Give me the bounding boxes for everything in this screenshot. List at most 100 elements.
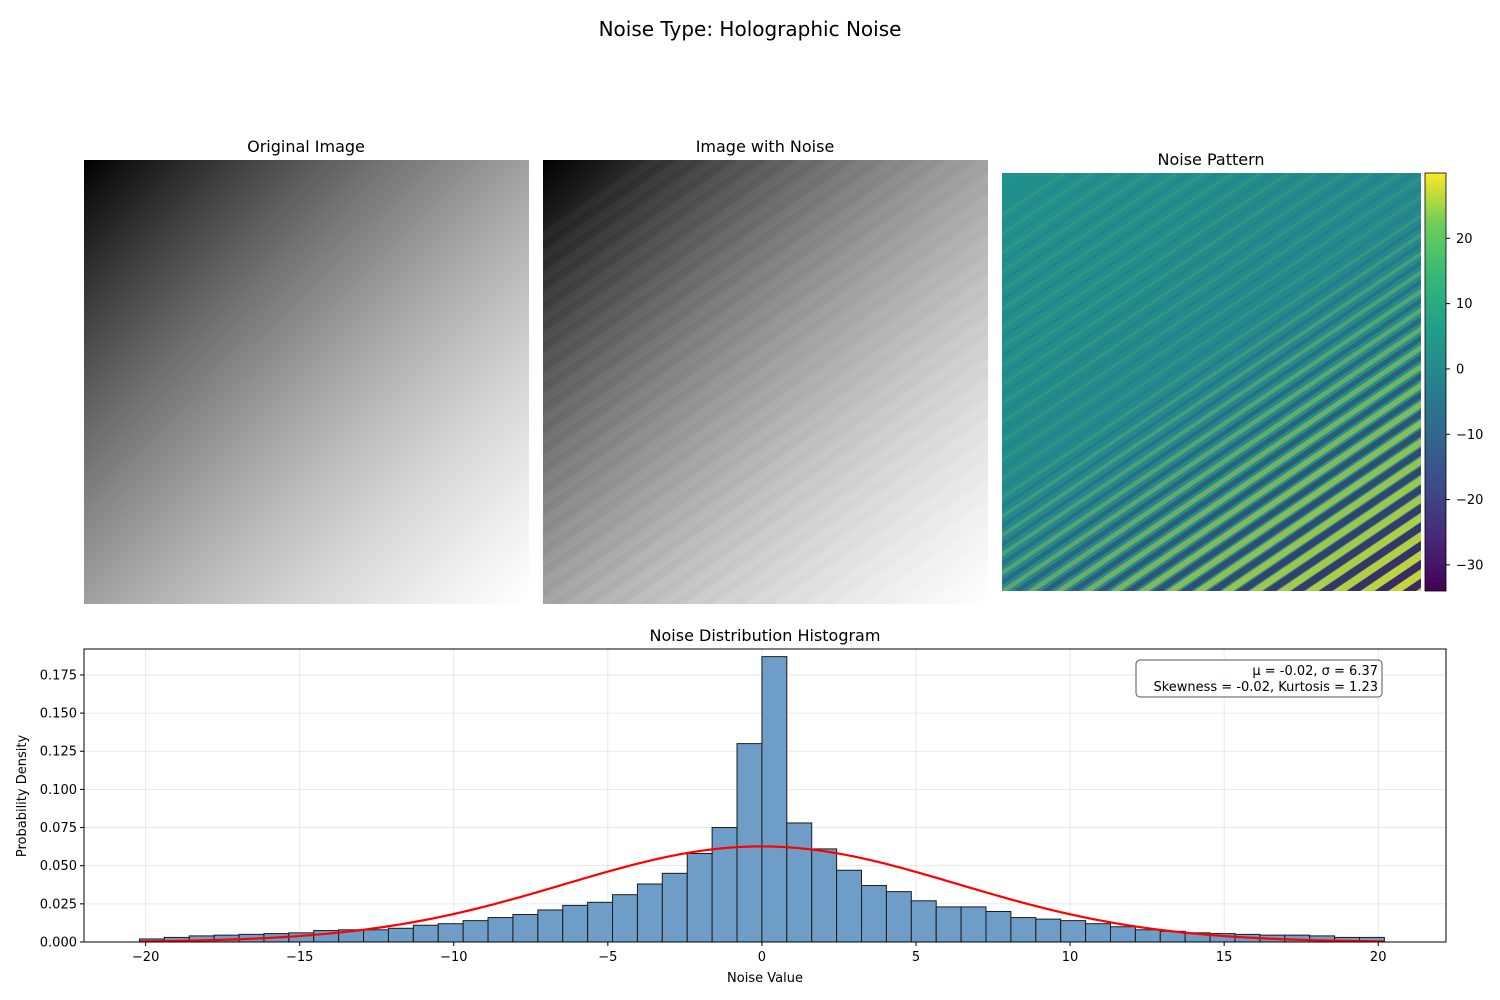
histogram-bar [587, 901, 614, 943]
histogram-bar [1109, 926, 1136, 943]
histogram-bar [1134, 929, 1161, 943]
pattern-stripe-dark [1002, 173, 1110, 246]
noise-stripe [543, 160, 963, 446]
x-tick-label: 10 [1062, 950, 1079, 965]
pattern-stripe-dark [1235, 466, 1421, 591]
noise-stripe [543, 160, 753, 303]
pattern-stripe-bright [1138, 400, 1421, 591]
x-tick-label: 5 [912, 950, 920, 965]
pattern-stripe-bright [1002, 251, 1421, 538]
noise-stripe [563, 315, 988, 604]
noise-stripe [543, 233, 988, 548]
noise-stripe [543, 213, 988, 528]
pattern-stripe-bright [1002, 173, 1292, 368]
x-tick-label: 0 [758, 950, 766, 965]
noise-stripe [543, 160, 988, 466]
pattern-stripe-dark [1263, 484, 1421, 591]
noise-stripe [683, 397, 988, 604]
noise-stripe [543, 274, 988, 589]
histogram-bar [935, 906, 962, 943]
pattern-stripe-bright [1304, 512, 1421, 591]
pattern-stripe-dark [1002, 223, 1421, 510]
pattern-stripe-bright [1002, 173, 1320, 387]
figure-title: Noise Type: Holographic Noise [599, 17, 902, 41]
histogram-bar [363, 929, 389, 943]
pattern-stripe-dark [1002, 298, 1421, 586]
pattern-stripe-dark [1002, 173, 1418, 453]
y-tick-label: 0.150 [40, 707, 77, 722]
histogram-bar [1010, 917, 1037, 943]
pattern-stripe-bright [1002, 173, 1376, 425]
original-image-title: Original Image [247, 137, 365, 156]
noise-stripe [543, 160, 723, 283]
noise-stripe [543, 160, 903, 405]
pattern-stripe-dark [1002, 173, 1250, 340]
noise-stripe [543, 160, 663, 242]
pattern-stripe-bright [1002, 173, 1124, 255]
pattern-stripe-dark [1013, 316, 1421, 591]
x-tick-label: 20 [1370, 950, 1387, 965]
noise-stripe [713, 417, 988, 604]
colorbar-tick-label: −30 [1456, 558, 1483, 573]
pattern-stripe-dark [1207, 447, 1421, 591]
histogram-bar [437, 923, 464, 943]
noise-stripe [543, 160, 693, 262]
pattern-stripe-bright [1002, 288, 1421, 576]
pattern-stripe-bright [1002, 307, 1421, 591]
pattern-stripe-bright [1002, 173, 1264, 349]
histogram-bar [786, 822, 813, 943]
noise-stripe [543, 172, 988, 487]
pattern-stripe-dark [1096, 372, 1421, 591]
x-axis-label: Noise Value [727, 971, 803, 986]
pattern-stripe-dark [1002, 173, 1222, 321]
noise-stripe [653, 376, 988, 604]
histogram-bar [487, 917, 514, 943]
pattern-stripe-bright [1002, 173, 1180, 293]
pattern-stripe-dark [1318, 522, 1421, 591]
histogram-bar [711, 827, 738, 943]
colorbar-tick-label: 10 [1456, 297, 1473, 312]
pattern-stripe-bright [1002, 173, 1236, 331]
histogram-bar [836, 869, 863, 943]
pattern-stripe-dark [1462, 113, 1500, 631]
colorbar-tick-label: −10 [1456, 428, 1483, 443]
y-tick-label: 0.125 [40, 745, 77, 760]
histogram-bar [910, 900, 937, 943]
noise-stripe [833, 499, 988, 604]
histogram-bars [138, 656, 1385, 943]
histogram-bar [1035, 918, 1062, 943]
pattern-stripe-dark [1490, 113, 1500, 631]
pattern-stripe-bright [1002, 176, 1421, 462]
pattern-stripe-dark [1002, 173, 1278, 359]
noise-stripe [543, 295, 988, 604]
histogram-bar [960, 906, 987, 943]
pattern-stripe-bright [1002, 173, 1348, 406]
noise-stripe [593, 335, 988, 604]
pattern-stripe-dark [1002, 204, 1421, 491]
normal-fit-curve [139, 845, 1385, 943]
histogram-bar [412, 924, 439, 943]
noise-stripe [543, 160, 843, 364]
histogram-bar [861, 885, 887, 943]
y-tick-label: 0.000 [40, 936, 77, 951]
histogram-bar [661, 872, 688, 943]
pattern-stripe-bright [1002, 173, 1404, 444]
y-axis-label: Probability Density [15, 735, 30, 858]
histogram-bar [736, 743, 763, 943]
pattern-stripe-bright [1166, 419, 1421, 591]
y-tick-label: 0.025 [40, 897, 77, 912]
colorbar: 20 10 0 −10 −20 −30 [1424, 172, 1483, 592]
pattern-stripe-dark [1002, 242, 1421, 529]
x-tick-label: 15 [1216, 950, 1233, 965]
original-image [84, 160, 529, 604]
pattern-stripe-bright [1054, 344, 1421, 591]
pattern-stripe-dark [1124, 391, 1421, 591]
histogram-bar [761, 656, 788, 943]
pattern-stripe-bright [1027, 326, 1421, 591]
pattern-stripe-dark [1002, 173, 1194, 302]
pattern-stripe-dark [1002, 173, 1362, 415]
x-tick-label: −10 [440, 950, 467, 965]
histogram-bar [387, 927, 414, 943]
noise-pattern-image [1002, 113, 1500, 631]
histogram-bar [512, 914, 539, 943]
